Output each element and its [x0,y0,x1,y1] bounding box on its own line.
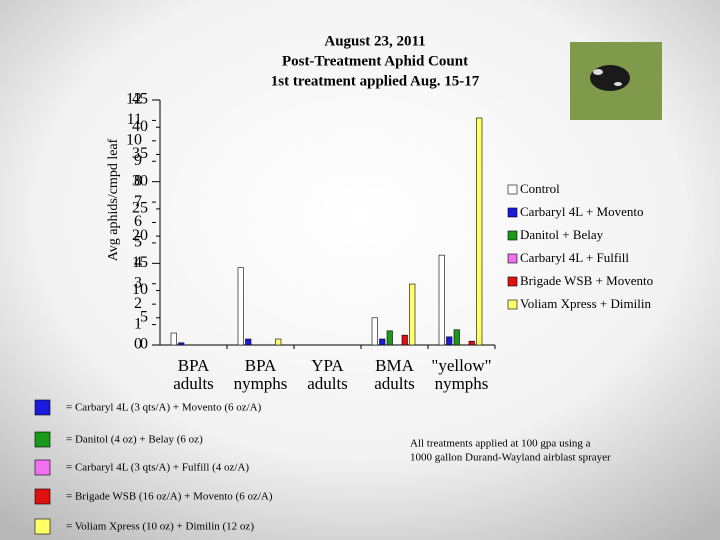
y-axis-label: Avg aphids/cmpd leaf [106,138,121,261]
footnote-swatch [34,399,51,416]
footnote-text: = Carbaryl 4L (3 qts/A) + Fulfill (4 oz/… [66,462,249,474]
x-tick-label: adults [374,374,415,393]
x-tick-label: adults [173,374,214,393]
y2-tick-label: 3 [134,274,142,291]
bar [237,267,244,346]
bar [401,334,408,346]
y2-tick-label: 7 [134,193,142,210]
footnote-swatch [34,518,51,535]
y-tick-label: 35 [132,145,148,162]
y-tick-label: 15 [132,254,148,271]
chart-title: 1st treatment applied Aug. 15-17 [271,73,480,89]
x-tick-label: YPA [311,356,344,375]
x-tick-label: adults [307,374,348,393]
y2-tick-label: 6 [134,213,142,230]
legend-label: Control [520,181,560,196]
aphid-photo [570,42,662,120]
x-tick-label: nymphs [234,374,288,393]
y2-tick-label: 11 [127,111,142,128]
footnote-text: = Danitol (4 oz) + Belay (6 oz) [66,434,203,446]
y2-tick-label: 9 [134,152,142,169]
y-tick-label: 45 [132,91,148,108]
footnote-swatch [34,431,51,448]
legend-label: Carbaryl 4L + Movento [520,204,643,219]
y2-tick-label: 1 [134,315,142,332]
bar [170,332,177,346]
bar [178,342,185,346]
legend-swatch [507,184,518,195]
y2-tick-label: 12 [126,91,142,108]
legend-swatch [507,253,518,264]
y2-tick-label: 4 [134,254,142,271]
chart-title: August 23, 2011 [324,33,425,49]
note: 1000 gallon Durand-Wayland airblast spra… [410,452,611,464]
chart-title: Post-Treatment Aphid Count [282,53,468,69]
x-tick-label: "yellow" [431,356,491,375]
footnote-text: = Brigade WSB (16 oz/A) + Movento (6 oz/… [66,491,273,503]
bar [476,117,483,346]
x-tick-label: BPA [245,356,277,375]
footnote-swatch [34,488,51,505]
bar [438,254,445,346]
bar [409,283,416,346]
y-tick-label: 25 [132,200,148,217]
y-tick-label: 40 [132,118,148,135]
legend-swatch [507,299,518,310]
y-tick-label: 5 [140,308,148,325]
y2-tick-label: 0 [134,336,142,353]
legend-swatch [507,276,518,287]
bar [468,340,475,346]
y2-tick-label: 5 [134,234,142,251]
bar [371,317,378,346]
x-tick-label: nymphs [435,374,489,393]
footnote-swatch [34,459,51,476]
x-tick-label: BPA [178,356,210,375]
bar [446,336,453,346]
x-tick-label: BMA [375,356,414,375]
bar [386,330,393,346]
bar [453,329,460,346]
y2-tick-label: 8 [134,172,142,189]
y-tick-label: 0 [140,336,148,353]
y2-tick-label: 2 [134,295,142,312]
bar [379,338,386,346]
bar [245,338,252,346]
legend-swatch [507,230,518,241]
legend-label: Brigade WSB + Movento [520,273,653,288]
bar [275,338,282,346]
legend-swatch [507,207,518,218]
footnote-text: = Carbaryl 4L (3 qts/A) + Movento (6 oz/… [66,402,262,414]
legend-label: Carbaryl 4L + Fulfill [520,250,629,265]
note: All treatments applied at 100 gpa using … [410,438,591,450]
y-tick-label: 30 [132,172,148,189]
y-tick-label: 10 [132,281,148,298]
legend-label: Voliam Xpress + Dimilin [520,296,651,311]
y-tick-label: 20 [132,227,148,244]
y2-tick-label: 10 [126,132,142,149]
footnote-text: = Voliam Xpress (10 oz) + Dimilin (12 oz… [66,521,254,533]
legend-label: Danitol + Belay [520,227,604,242]
